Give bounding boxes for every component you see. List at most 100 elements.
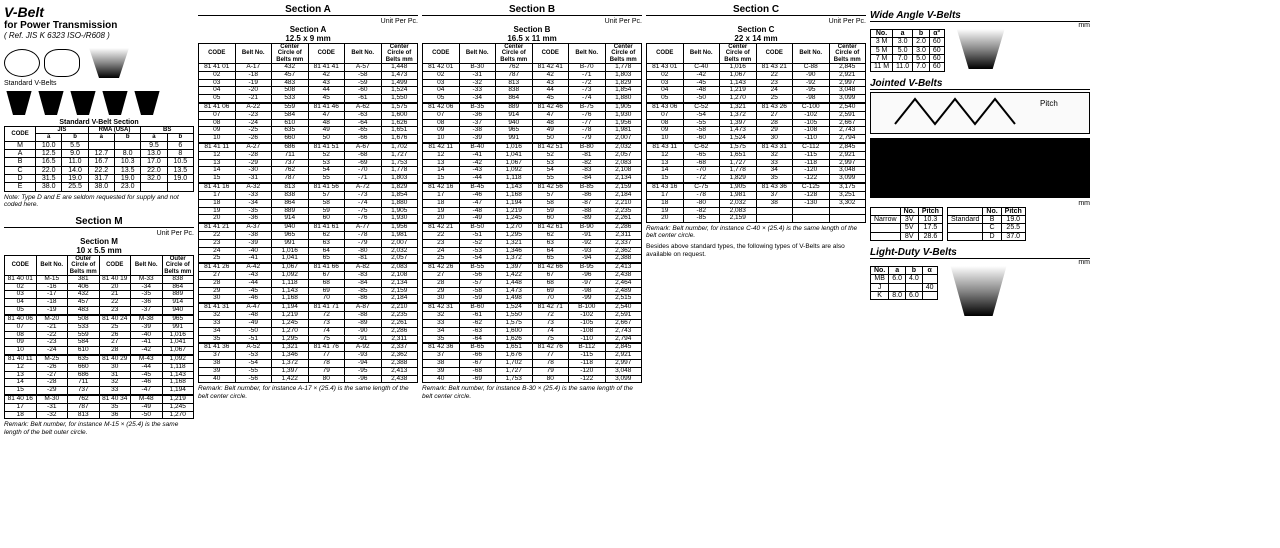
section-c-table: CODEBelt No.Center Circle of Belts mmCOD… [646, 43, 866, 223]
light-duty-table: No.abαMB6.04.0J40K8.06.0 [870, 266, 938, 300]
data-cell: 914 [272, 215, 309, 223]
data-cell: 57 [308, 191, 345, 199]
data-cell: -49 [459, 215, 496, 223]
data-cell: -48 [683, 87, 720, 95]
data-cell: 81 42 11 [423, 143, 460, 151]
data-cell: 81 42 41 [532, 63, 569, 71]
data-cell: 62 [532, 231, 569, 239]
data-cell: 2,997 [829, 159, 866, 167]
data-cell: 50 [308, 135, 345, 143]
data-cell: 2,083 [720, 207, 757, 215]
data-cell: 20 [99, 283, 131, 291]
data-cell: 838 [162, 275, 194, 283]
data-cell: 584 [68, 339, 100, 347]
data-cell: 28.6 [918, 232, 942, 240]
data-cell: 81 42 76 [532, 343, 569, 351]
data-cell: -110 [569, 335, 606, 343]
data-cell: -89 [345, 319, 382, 327]
data-cell: 991 [496, 135, 533, 143]
data-cell: 2,184 [605, 191, 642, 199]
data-cell: C-100 [793, 103, 830, 111]
data-cell: 584 [272, 111, 309, 119]
data-cell: 08 [423, 119, 460, 127]
header-cell: Center Circle of Belts mm [720, 44, 757, 64]
data-cell: 30 [199, 295, 236, 303]
data-cell: 81 41 61 [308, 223, 345, 231]
data-cell: 07 [647, 111, 684, 119]
data-cell: 16.7 [88, 158, 114, 166]
data-cell: 1,956 [605, 119, 642, 127]
data-cell: 508 [272, 87, 309, 95]
belt-loop-icon [4, 49, 40, 77]
data-cell: -51 [235, 335, 272, 343]
data-cell: 74 [308, 327, 345, 335]
data-cell: 3,048 [829, 167, 866, 175]
header-cell: No. [871, 30, 893, 38]
data-cell: 40 [922, 283, 937, 291]
data-cell: 34 [423, 327, 460, 335]
data-cell: 48 [308, 119, 345, 127]
header-cell: Pitch [1001, 207, 1025, 215]
data-cell: B-40 [459, 143, 496, 151]
header-cell: CODE [5, 255, 37, 275]
data-cell: 79 [532, 367, 569, 375]
data-cell: 3,099 [605, 375, 642, 383]
data-cell: 04 [647, 87, 684, 95]
data-cell: 1,067 [496, 159, 533, 167]
data-cell: 03 [199, 79, 236, 87]
data-cell: 49 [308, 127, 345, 135]
data-cell: -73 [345, 191, 382, 199]
data-cell: 02 [5, 283, 37, 291]
data-cell: 1,727 [381, 151, 418, 159]
header-cell: Belt No. [683, 44, 720, 64]
data-cell: 1,092 [272, 272, 309, 280]
data-cell: 69 [532, 287, 569, 295]
data-cell: M-20 [36, 315, 68, 323]
data-cell: 81 41 66 [308, 263, 345, 271]
data-cell: 24 [756, 87, 793, 95]
data-cell: 2,794 [829, 135, 866, 143]
data-cell: 1,219 [720, 87, 757, 95]
data-cell: B-70 [569, 63, 606, 71]
data-cell: 33 [99, 387, 131, 395]
data-cell: D [983, 232, 1001, 240]
data-cell: -36 [459, 111, 496, 119]
data-cell: 9.0 [62, 149, 88, 157]
data-cell: 2,235 [381, 312, 418, 320]
data-cell: 2,413 [605, 263, 642, 271]
data-cell: 2,845 [829, 63, 866, 71]
data-cell: 27 [756, 111, 793, 119]
data-cell: -50 [131, 411, 163, 419]
data-cell: 1,194 [272, 303, 309, 311]
data-cell: -36 [235, 215, 272, 223]
data-cell: M-48 [131, 395, 163, 403]
data-cell: 05 [423, 95, 460, 103]
data-cell: 1,448 [381, 63, 418, 71]
data-cell: 2,438 [381, 375, 418, 383]
data-cell: 940 [496, 119, 533, 127]
data-cell: 03 [423, 79, 460, 87]
data-cell: 36 [99, 411, 131, 419]
data-cell: 2,057 [605, 151, 642, 159]
data-cell: C-62 [683, 143, 720, 151]
data-cell: 13.5 [167, 166, 193, 174]
data-cell: -96 [569, 272, 606, 280]
data-cell: 70 [308, 295, 345, 303]
data-cell: 37 [756, 191, 793, 199]
data-cell: 28 [756, 119, 793, 127]
data-cell: 2,235 [605, 207, 642, 215]
data-cell: C-40 [683, 63, 720, 71]
data-cell: -118 [793, 159, 830, 167]
data-cell: 2,921 [605, 352, 642, 360]
data-cell: -19 [36, 307, 68, 315]
data-cell: 32 [423, 312, 460, 320]
data-cell: 18 [647, 199, 684, 207]
data-cell: 25 [99, 323, 131, 331]
data-cell: 67 [532, 272, 569, 280]
data-cell: 80 [308, 375, 345, 383]
data-cell: 762 [496, 63, 533, 71]
data-cell: 19.0 [115, 174, 141, 182]
data-cell: 1,702 [496, 359, 533, 367]
data-cell: 559 [68, 331, 100, 339]
data-cell: 70 [532, 295, 569, 303]
